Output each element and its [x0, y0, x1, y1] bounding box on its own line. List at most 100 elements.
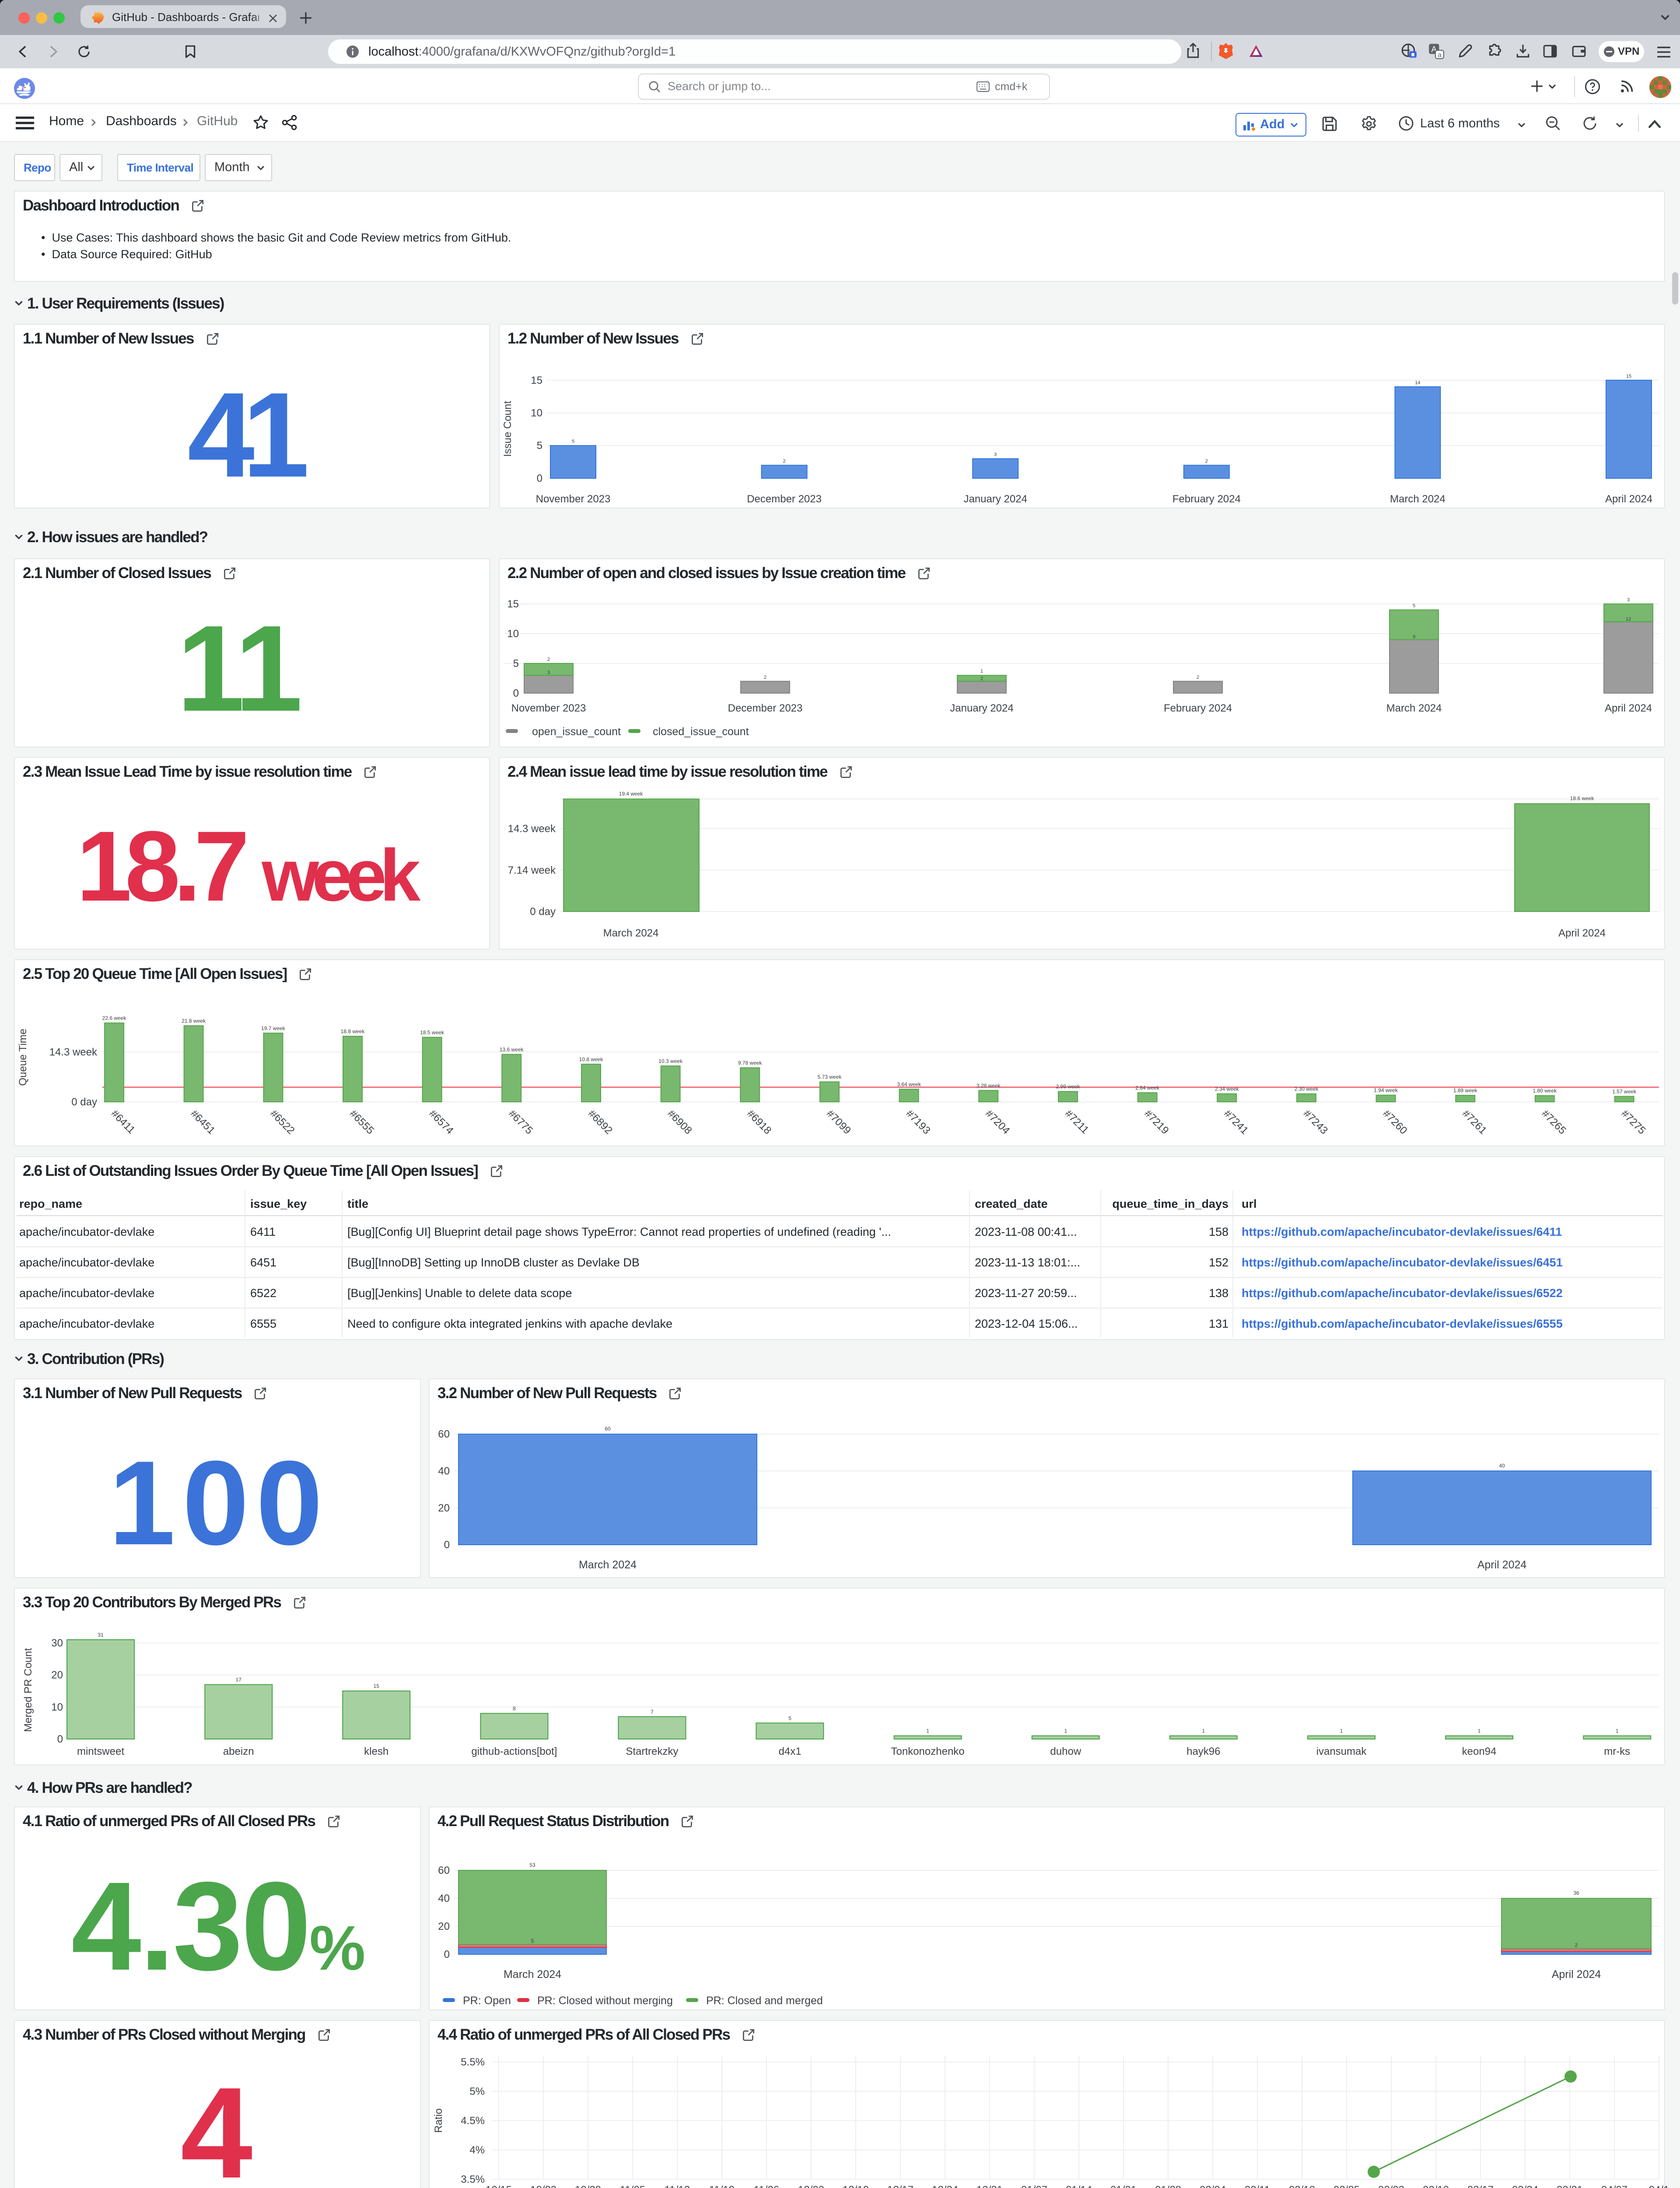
svg-text:12/03: 12/03: [798, 2184, 824, 2188]
svg-text:November 2023: November 2023: [536, 493, 611, 505]
svg-text:5: 5: [572, 439, 574, 444]
svg-text:2023-11-13 18:01:...: 2023-11-13 18:01:...: [975, 1256, 1080, 1269]
svg-text:36: 36: [1573, 1890, 1579, 1896]
svg-text:March 2024: March 2024: [1386, 702, 1442, 714]
svg-text:[Bug][InnoDB] Setting up InnoD: [Bug][InnoDB] Setting up InnoDB cluster …: [347, 1256, 640, 1269]
svg-text:apache/incubator-devlake: apache/incubator-devlake: [19, 1317, 154, 1330]
svg-text:10: 10: [507, 628, 519, 640]
svg-text:10/29: 10/29: [575, 2184, 601, 2188]
svg-text:19.4 week: 19.4 week: [619, 791, 644, 797]
svg-text:PR: Open: PR: Open: [463, 1995, 511, 2007]
svg-text:1: 1: [1616, 1728, 1619, 1734]
svg-text:10: 10: [531, 407, 542, 419]
svg-text:04/1: 04/1: [1649, 2184, 1670, 2188]
svg-text:40: 40: [1499, 1462, 1505, 1469]
svg-text:131: 131: [1209, 1317, 1228, 1330]
svg-text:2: 2: [764, 675, 766, 680]
svg-text:Tonkonozhenko: Tonkonozhenko: [891, 1746, 965, 1757]
svg-text:20: 20: [438, 1502, 450, 1514]
svg-text:April 2024: April 2024: [1552, 1968, 1601, 1981]
svg-text:2: 2: [783, 459, 786, 464]
svg-text:14.3 week: 14.3 week: [49, 1046, 98, 1058]
svg-text:Startrekzky: Startrekzky: [626, 1746, 678, 1757]
svg-text:issue_key: issue_key: [250, 1197, 307, 1210]
svg-text:2.30 week: 2.30 week: [1295, 1086, 1319, 1092]
svg-text:158: 158: [1209, 1225, 1228, 1238]
svg-text:PR: Closed without merging: PR: Closed without merging: [537, 1995, 673, 2007]
svg-text:02/18: 02/18: [1289, 2184, 1315, 2188]
svg-text:abeizn: abeizn: [223, 1746, 254, 1757]
svg-text:03/03: 03/03: [1378, 2184, 1404, 2188]
svg-text:April 2024: April 2024: [1477, 1559, 1527, 1571]
svg-text:March 2024: March 2024: [504, 1968, 561, 1981]
svg-text:10.8 week: 10.8 week: [579, 1056, 604, 1062]
svg-text:1.57 week: 1.57 week: [1612, 1088, 1637, 1094]
svg-text:12/24: 12/24: [932, 2184, 958, 2188]
svg-text:01/14: 01/14: [1066, 2184, 1092, 2188]
svg-text:18.8 week: 18.8 week: [341, 1028, 365, 1034]
svg-text:21.8 week: 21.8 week: [182, 1018, 206, 1024]
svg-text:a: a: [1438, 52, 1442, 59]
svg-text:11/12: 11/12: [665, 2184, 690, 2188]
svg-text:12/17: 12/17: [887, 2184, 914, 2188]
svg-text:April 2024: April 2024: [1605, 493, 1652, 505]
svg-text:15: 15: [507, 598, 519, 610]
svg-text:github-actions[bot]: github-actions[bot]: [471, 1746, 557, 1757]
svg-text:0: 0: [513, 687, 519, 699]
svg-text:20: 20: [51, 1669, 63, 1681]
svg-text:December 2023: December 2023: [728, 702, 803, 714]
svg-text:1.89 week: 1.89 week: [1453, 1087, 1478, 1094]
svg-text:14: 14: [1415, 380, 1420, 386]
svg-text:Merged PR Count: Merged PR Count: [22, 1648, 34, 1732]
svg-text:ivansumak: ivansumak: [1316, 1746, 1367, 1757]
svg-text:12/10: 12/10: [843, 2184, 869, 2188]
svg-text:18.5 week: 18.5 week: [420, 1029, 444, 1035]
svg-text:d4x1: d4x1: [779, 1746, 802, 1757]
svg-text:1: 1: [1478, 1728, 1481, 1734]
svg-text:December 2023: December 2023: [747, 493, 822, 505]
svg-text:3.64 week: 3.64 week: [897, 1081, 921, 1087]
svg-text:0 day: 0 day: [530, 906, 556, 918]
svg-text:2.34 week: 2.34 week: [1215, 1086, 1239, 1092]
svg-text:November 2023: November 2023: [511, 702, 586, 714]
svg-text:03/17: 03/17: [1467, 2184, 1494, 2188]
svg-text:8: 8: [513, 1705, 516, 1711]
svg-text:title: title: [347, 1197, 368, 1210]
svg-text:2.99 week: 2.99 week: [1056, 1083, 1081, 1090]
svg-text:2: 2: [1575, 1942, 1578, 1948]
svg-text:March 2024: March 2024: [603, 927, 659, 939]
svg-text:1: 1: [980, 669, 983, 674]
svg-text:February 2024: February 2024: [1164, 702, 1232, 714]
svg-text:keon94: keon94: [1462, 1746, 1497, 1757]
svg-text:11/26: 11/26: [754, 2184, 779, 2188]
svg-text:18.6 week: 18.6 week: [1570, 795, 1595, 801]
svg-text:January 2024: January 2024: [963, 493, 1027, 505]
svg-text:Queue Time: Queue Time: [17, 1029, 29, 1086]
svg-text:5%: 5%: [469, 2086, 485, 2097]
svg-text:https://github.com/apache/incu: https://github.com/apache/incubator-devl…: [1242, 1256, 1563, 1269]
svg-text:duhow: duhow: [1050, 1746, 1081, 1757]
svg-text:0: 0: [444, 1949, 450, 1960]
svg-text:152: 152: [1209, 1256, 1228, 1269]
svg-text:1: 1: [926, 1728, 929, 1734]
svg-text:6522: 6522: [250, 1287, 276, 1300]
svg-text:2: 2: [1205, 459, 1208, 464]
svg-text:4%: 4%: [469, 2144, 485, 2156]
svg-text:3.28 week: 3.28 week: [976, 1083, 1001, 1089]
svg-text:5: 5: [537, 440, 542, 452]
svg-text:[Bug][Jenkins] Unable to delet: [Bug][Jenkins] Unable to delete data sco…: [347, 1287, 572, 1300]
svg-text:6451: 6451: [250, 1256, 276, 1269]
svg-text:7.14 week: 7.14 week: [508, 864, 556, 876]
svg-text:March 2024: March 2024: [579, 1559, 637, 1571]
svg-text:Need to configure okta integra: Need to configure okta integrated jenkin…: [347, 1317, 672, 1330]
svg-text:February 2024: February 2024: [1172, 493, 1241, 505]
svg-text:31: 31: [98, 1632, 104, 1638]
svg-text:30: 30: [51, 1637, 63, 1649]
svg-text:02/04: 02/04: [1200, 2184, 1226, 2188]
svg-text:repo_name: repo_name: [19, 1197, 82, 1210]
svg-text:15: 15: [374, 1683, 380, 1689]
svg-text:Ratio: Ratio: [433, 2108, 444, 2133]
svg-text:0 day: 0 day: [71, 1096, 97, 1108]
svg-text:3: 3: [547, 670, 550, 675]
svg-text:6411: 6411: [250, 1225, 276, 1238]
